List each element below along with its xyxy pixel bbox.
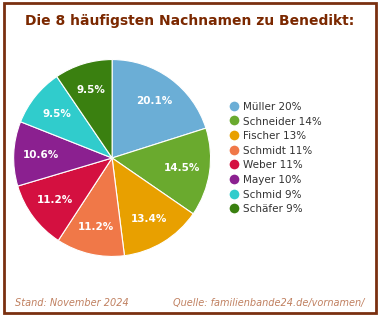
Text: Stand: November 2024: Stand: November 2024	[15, 298, 129, 308]
Text: Die 8 häufigsten Nachnamen zu Benedikt:: Die 8 häufigsten Nachnamen zu Benedikt:	[25, 14, 355, 28]
Wedge shape	[21, 76, 112, 158]
Text: 9.5%: 9.5%	[42, 109, 71, 119]
Text: 11.2%: 11.2%	[78, 222, 114, 232]
Text: 13.4%: 13.4%	[131, 214, 167, 223]
Wedge shape	[112, 128, 211, 214]
Wedge shape	[18, 158, 112, 240]
Wedge shape	[58, 158, 124, 257]
Text: 10.6%: 10.6%	[23, 150, 59, 160]
Legend: Müller 20%, Schneider 14%, Fischer 13%, Schmidt 11%, Weber 11%, Mayer 10%, Schmi: Müller 20%, Schneider 14%, Fischer 13%, …	[230, 100, 324, 216]
Text: 11.2%: 11.2%	[37, 195, 73, 205]
Text: 14.5%: 14.5%	[164, 163, 200, 173]
Wedge shape	[57, 59, 112, 158]
Wedge shape	[112, 158, 193, 256]
Wedge shape	[112, 59, 206, 158]
Text: Quelle: familienbande24.de/vornamen/: Quelle: familienbande24.de/vornamen/	[173, 298, 365, 308]
Text: 20.1%: 20.1%	[136, 96, 172, 106]
Text: 9.5%: 9.5%	[77, 85, 106, 95]
Wedge shape	[14, 122, 112, 186]
